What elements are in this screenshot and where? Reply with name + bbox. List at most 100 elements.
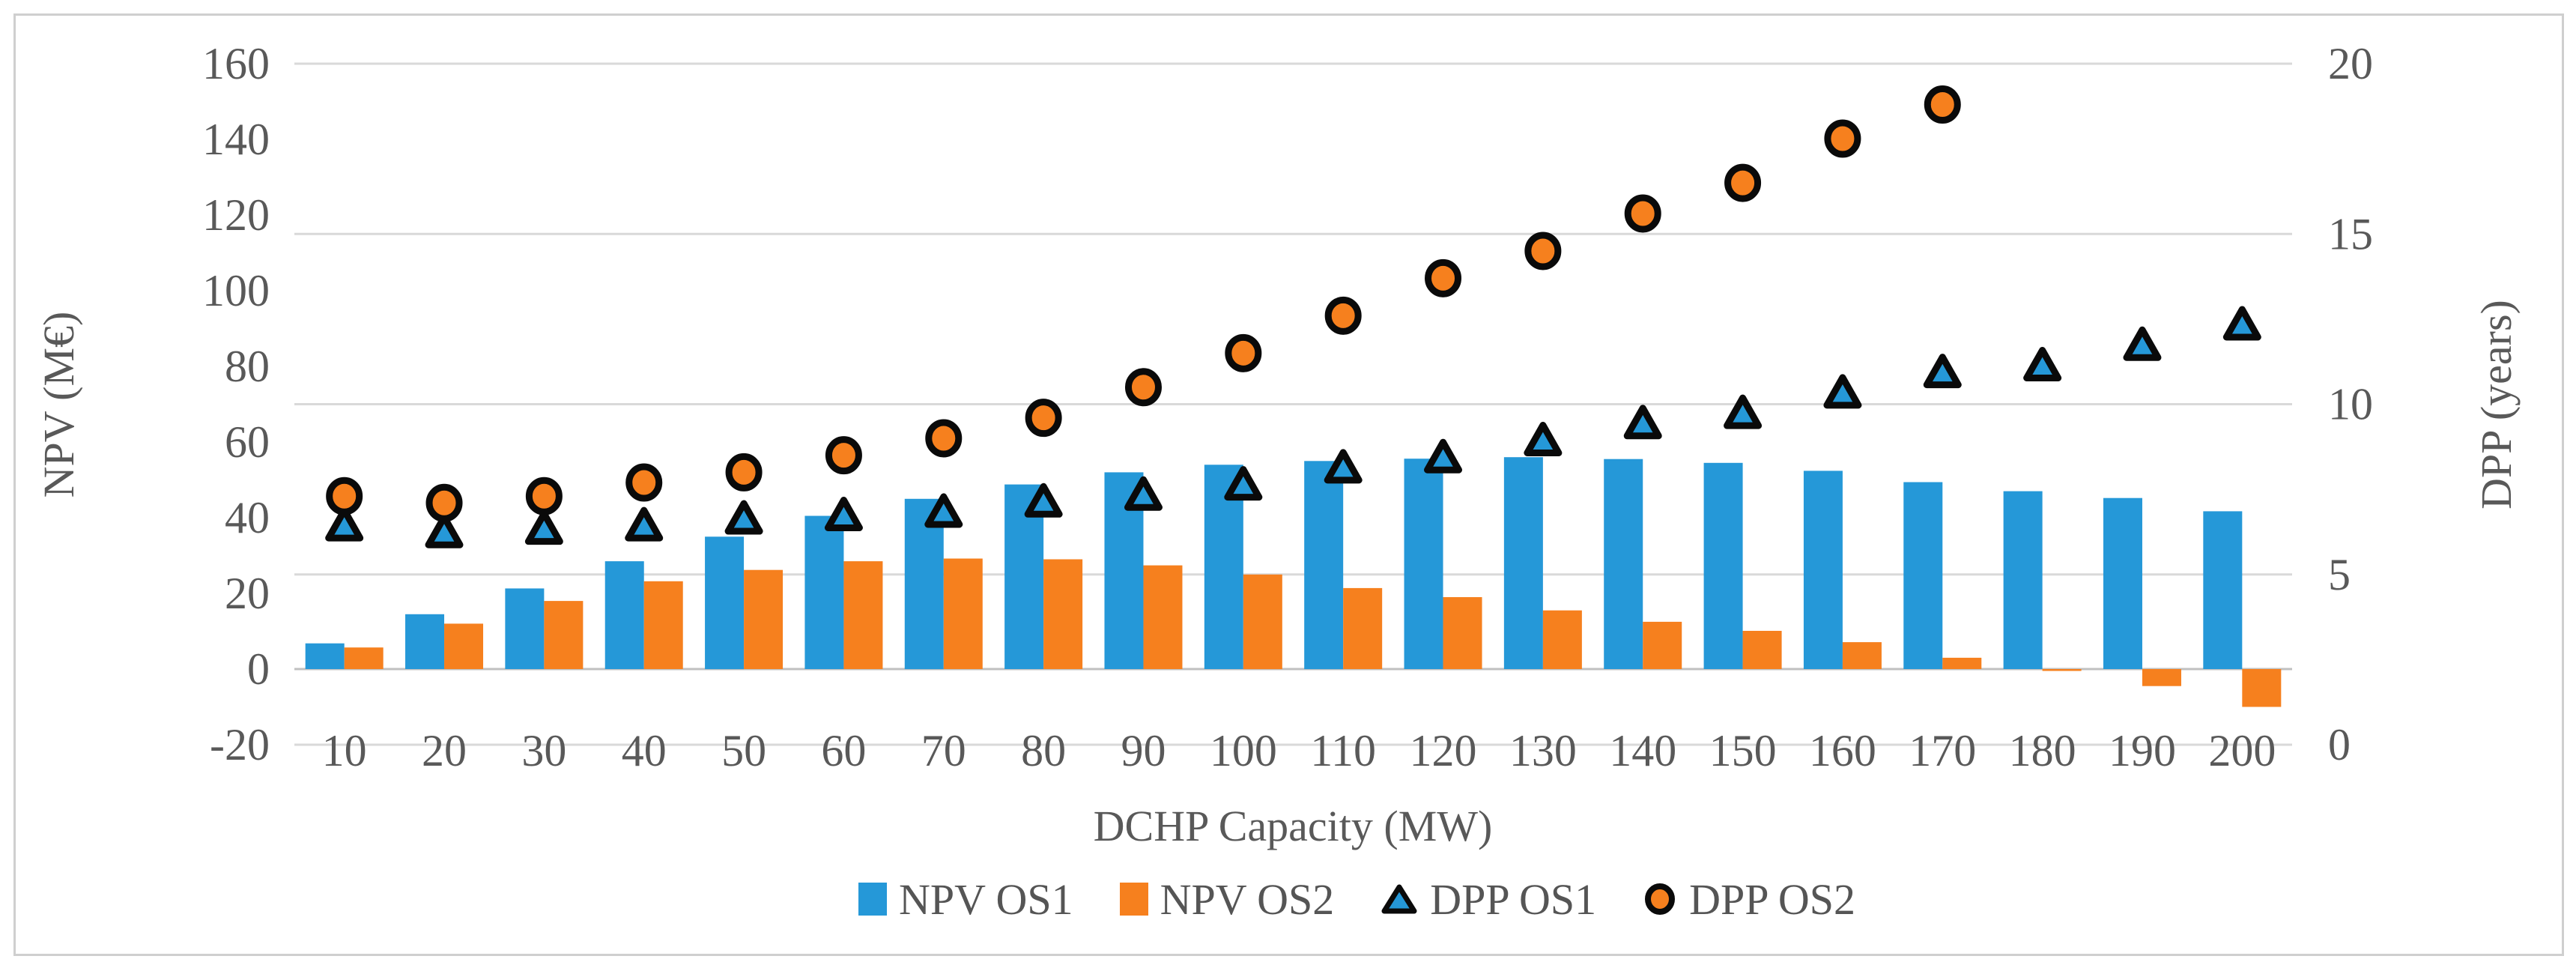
- circle-marker: [425, 483, 463, 522]
- chart-legend: NPV OS1 NPV OS2 DPP OS1 DPP OS2: [294, 862, 2419, 937]
- left-tick-label: 80: [225, 342, 270, 391]
- bar: [2103, 497, 2142, 669]
- circle-marker: [625, 463, 663, 502]
- right-tick-label: 10: [2328, 380, 2373, 429]
- bar: [604, 561, 644, 669]
- triangle-marker: [625, 506, 664, 542]
- triangle-marker: [1324, 449, 1363, 484]
- triangle-marker: [724, 500, 763, 535]
- markers-dpp-os2: [326, 85, 1961, 522]
- triangle-marker: [1224, 466, 1263, 501]
- bar: [943, 558, 983, 669]
- triangle-marker: [325, 506, 364, 542]
- x-tick-label: 200: [2208, 726, 2276, 775]
- triangle-marker: [2023, 347, 2062, 382]
- bar: [1942, 657, 1982, 669]
- bar: [2203, 511, 2243, 669]
- right-tick-label: 5: [2328, 550, 2351, 599]
- bar: [1542, 610, 1582, 669]
- bar: [643, 581, 683, 669]
- legend-item-dpp-os2: DPP OS2: [1643, 874, 1855, 925]
- bar: [1343, 587, 1383, 669]
- x-tick-label: 40: [622, 726, 667, 775]
- left-tick-label: 140: [202, 115, 270, 164]
- bars-npv-os1: [305, 457, 2243, 670]
- bar: [1803, 471, 1843, 669]
- right-tick-label: 15: [2328, 209, 2373, 258]
- legend-swatch-circle: [1645, 883, 1676, 915]
- right-tick-labels: 20 15 10 5 0: [2328, 39, 2373, 769]
- circle-marker: [825, 436, 862, 475]
- markers-dpp-os1: [325, 306, 2261, 548]
- left-tick-label: 160: [202, 39, 270, 88]
- left-tick-label: 100: [202, 266, 270, 315]
- bar: [1143, 565, 1183, 669]
- bar: [1404, 459, 1443, 669]
- bar: [544, 601, 584, 669]
- circle-marker: [1624, 194, 1661, 233]
- legend-swatch-bar: [1119, 883, 1148, 916]
- bar: [1703, 462, 1743, 669]
- x-tick-label: 80: [1021, 726, 1066, 775]
- bar: [1443, 597, 1482, 669]
- circle-marker: [725, 453, 763, 491]
- circle-marker: [925, 419, 963, 458]
- triangle-marker: [924, 493, 963, 528]
- right-axis-title: DPP (years): [2472, 300, 2521, 509]
- triangle-marker: [1424, 438, 1463, 474]
- circle-marker: [1324, 296, 1362, 335]
- right-tick-label: 0: [2328, 720, 2351, 769]
- bar: [1304, 461, 1344, 670]
- circle-marker: [1425, 258, 1462, 297]
- legend-label: NPV OS1: [898, 874, 1073, 924]
- bar: [1043, 559, 1083, 669]
- legend-item-npv-os1: NPV OS1: [858, 874, 1073, 925]
- bar: [1604, 459, 1643, 669]
- bar: [305, 643, 345, 669]
- left-tick-label: 0: [247, 644, 270, 694]
- circle-marker: [1225, 333, 1262, 372]
- left-tick-label: 60: [225, 417, 270, 467]
- triangle-marker: [1524, 421, 1563, 456]
- triangle-marker: [524, 510, 563, 545]
- bar: [1503, 457, 1543, 669]
- triangle-marker: [1823, 374, 1862, 409]
- bar: [2242, 669, 2282, 707]
- bars-npv-os2: [344, 558, 2282, 707]
- legend-label: DPP OS2: [1689, 874, 1856, 924]
- bar: [405, 614, 445, 669]
- legend-item-dpp-os1: DPP OS1: [1381, 874, 1596, 925]
- x-tick-label: 170: [1909, 726, 1976, 775]
- x-tick-label: 70: [921, 726, 966, 775]
- bar: [1643, 621, 1682, 669]
- circle-marker: [1124, 368, 1162, 407]
- x-tick-label: 150: [1709, 726, 1777, 775]
- circle-marker: [1025, 399, 1062, 438]
- bar: [804, 515, 844, 669]
- left-axis-title: NPV (M€): [34, 312, 83, 498]
- x-tick-label: 30: [521, 726, 566, 775]
- triangle-marker: [1623, 405, 1662, 440]
- left-tick-labels: 160 140 120 100 80 60 40 20 0 -20: [202, 39, 270, 769]
- circle-marker: [525, 477, 563, 515]
- bar: [2042, 669, 2082, 671]
- bar: [1903, 482, 1943, 669]
- legend-item-npv-os2: NPV OS2: [1119, 874, 1334, 925]
- bar: [705, 536, 745, 670]
- gridlines: [294, 62, 2292, 746]
- triangle-marker: [1923, 354, 1962, 389]
- x-tick-label: 110: [1310, 726, 1376, 775]
- triangle-marker: [2123, 326, 2162, 361]
- x-tick-label: 140: [1609, 726, 1676, 775]
- x-axis-title: DCHP Capacity (MW): [1094, 802, 1493, 850]
- left-tick-label: -20: [210, 720, 270, 769]
- x-tick-labels: 10 20 30 40 50 60 70 80 90 100 110 120 130 140 150 160 1…: [322, 726, 2276, 775]
- circle-marker: [1824, 119, 1861, 158]
- x-tick-label: 100: [1210, 726, 1277, 775]
- left-tick-label: 40: [225, 493, 270, 542]
- x-tick-label: 130: [1509, 726, 1577, 775]
- x-tick-label: 190: [2109, 726, 2176, 775]
- x-tick-label: 10: [322, 726, 367, 775]
